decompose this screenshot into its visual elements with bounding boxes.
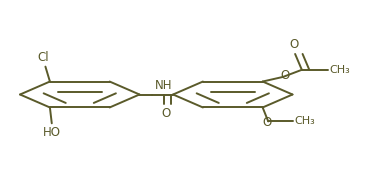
Text: Cl: Cl xyxy=(38,51,49,64)
Text: O: O xyxy=(290,38,299,51)
Text: CH₃: CH₃ xyxy=(294,116,315,126)
Text: NH: NH xyxy=(155,79,173,92)
Text: CH₃: CH₃ xyxy=(330,65,350,75)
Text: O: O xyxy=(262,116,272,129)
Text: HO: HO xyxy=(43,126,61,139)
Text: O: O xyxy=(280,69,290,82)
Text: O: O xyxy=(161,107,170,120)
